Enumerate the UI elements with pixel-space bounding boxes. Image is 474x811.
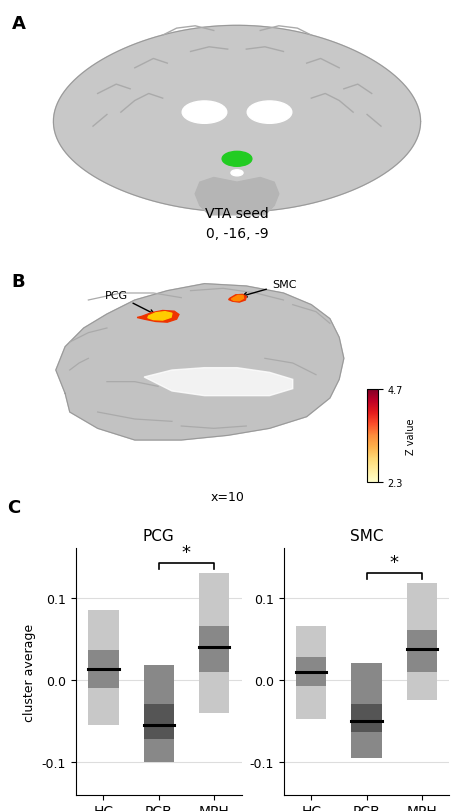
Bar bbox=[351, 663, 382, 757]
Text: B: B bbox=[12, 273, 25, 291]
Circle shape bbox=[222, 152, 252, 167]
Bar bbox=[351, 705, 382, 732]
Bar bbox=[199, 573, 229, 713]
Polygon shape bbox=[137, 311, 179, 323]
Bar bbox=[88, 650, 118, 688]
Title: SMC: SMC bbox=[350, 528, 383, 543]
Polygon shape bbox=[148, 312, 172, 320]
Text: x=10: x=10 bbox=[211, 490, 245, 503]
Polygon shape bbox=[144, 368, 293, 397]
Text: PCG: PCG bbox=[105, 290, 154, 315]
Y-axis label: Z value: Z value bbox=[406, 418, 416, 454]
Text: A: A bbox=[12, 15, 26, 33]
Bar bbox=[407, 583, 437, 701]
Polygon shape bbox=[228, 295, 246, 303]
Bar bbox=[88, 610, 118, 725]
Polygon shape bbox=[56, 285, 344, 440]
Polygon shape bbox=[195, 178, 279, 216]
Circle shape bbox=[247, 102, 292, 124]
Bar bbox=[144, 705, 174, 739]
Polygon shape bbox=[231, 296, 244, 302]
Text: VTA seed
0, -16, -9: VTA seed 0, -16, -9 bbox=[205, 207, 269, 241]
Bar bbox=[144, 665, 174, 762]
Text: C: C bbox=[7, 499, 20, 517]
Title: PCG: PCG bbox=[143, 528, 174, 543]
Polygon shape bbox=[54, 26, 420, 212]
Y-axis label: cluster average: cluster average bbox=[23, 623, 36, 721]
Text: *: * bbox=[390, 554, 399, 572]
Bar bbox=[296, 657, 327, 686]
Text: *: * bbox=[182, 544, 191, 562]
Circle shape bbox=[182, 102, 227, 124]
Bar bbox=[199, 627, 229, 672]
Bar bbox=[407, 631, 437, 672]
Circle shape bbox=[231, 170, 243, 177]
Bar bbox=[296, 627, 327, 719]
Text: SMC: SMC bbox=[243, 280, 296, 298]
